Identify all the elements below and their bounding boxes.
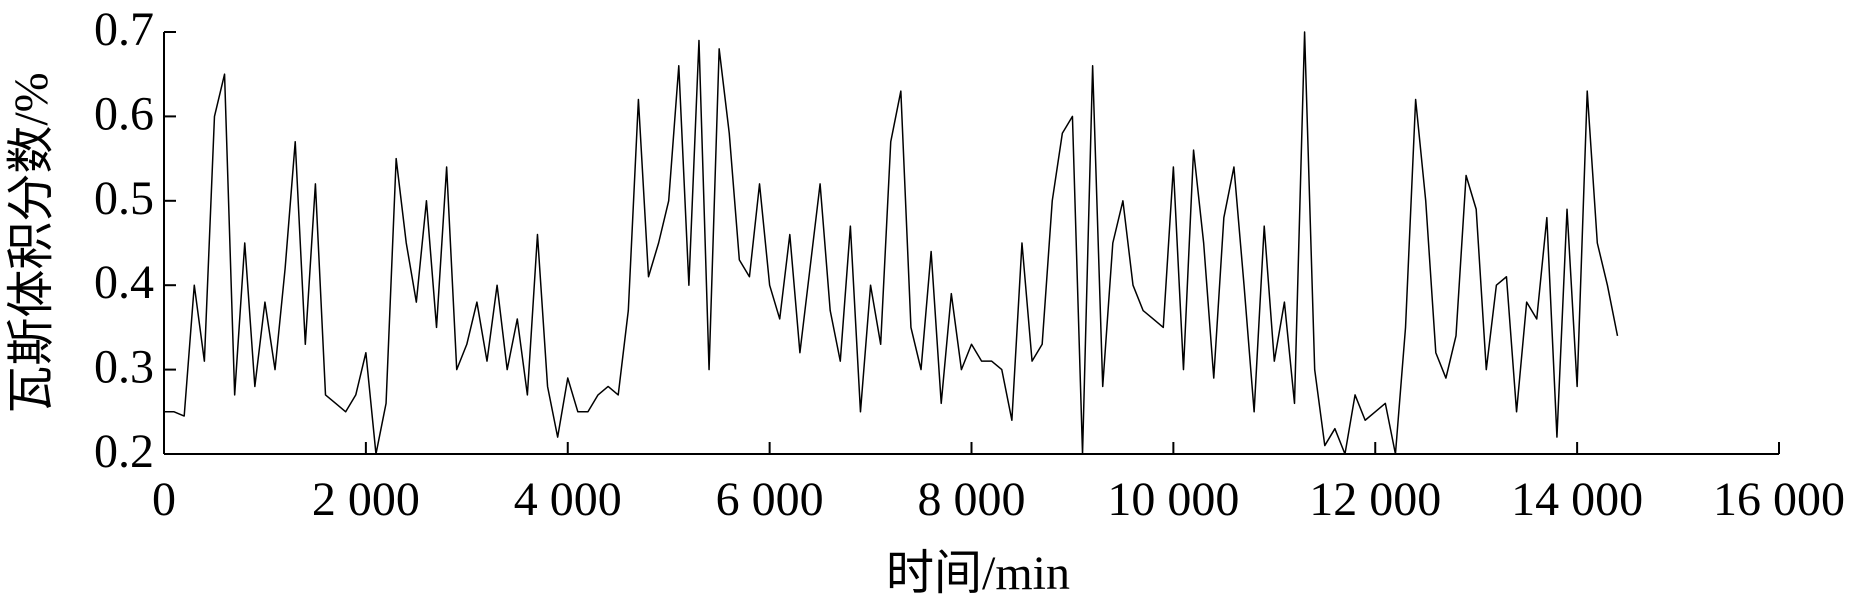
x-tick-label: 10 000 [1107, 473, 1239, 526]
y-tick-label: 0.2 [94, 425, 154, 478]
x-tick-label: 14 000 [1511, 473, 1643, 526]
x-tick-label: 2 000 [312, 473, 420, 526]
x-tick-label: 4 000 [514, 473, 622, 526]
x-tick-label: 12 000 [1309, 473, 1441, 526]
y-tick-label: 0.5 [94, 172, 154, 225]
x-tick-label: 0 [152, 473, 176, 526]
data-line [164, 31, 1619, 455]
x-tick-label: 16 000 [1713, 473, 1845, 526]
y-tick-label: 0.7 [94, 3, 154, 56]
y-tick-label: 0.3 [94, 341, 154, 394]
y-tick-label: 0.4 [94, 256, 154, 309]
x-tick-label: 8 000 [918, 473, 1026, 526]
x-axis-label: 时间/min [886, 547, 1070, 600]
x-tick-label: 6 000 [716, 473, 824, 526]
y-tick-label: 0.6 [94, 87, 154, 140]
y-axis-label: 瓦斯体积分数/% [5, 72, 58, 413]
